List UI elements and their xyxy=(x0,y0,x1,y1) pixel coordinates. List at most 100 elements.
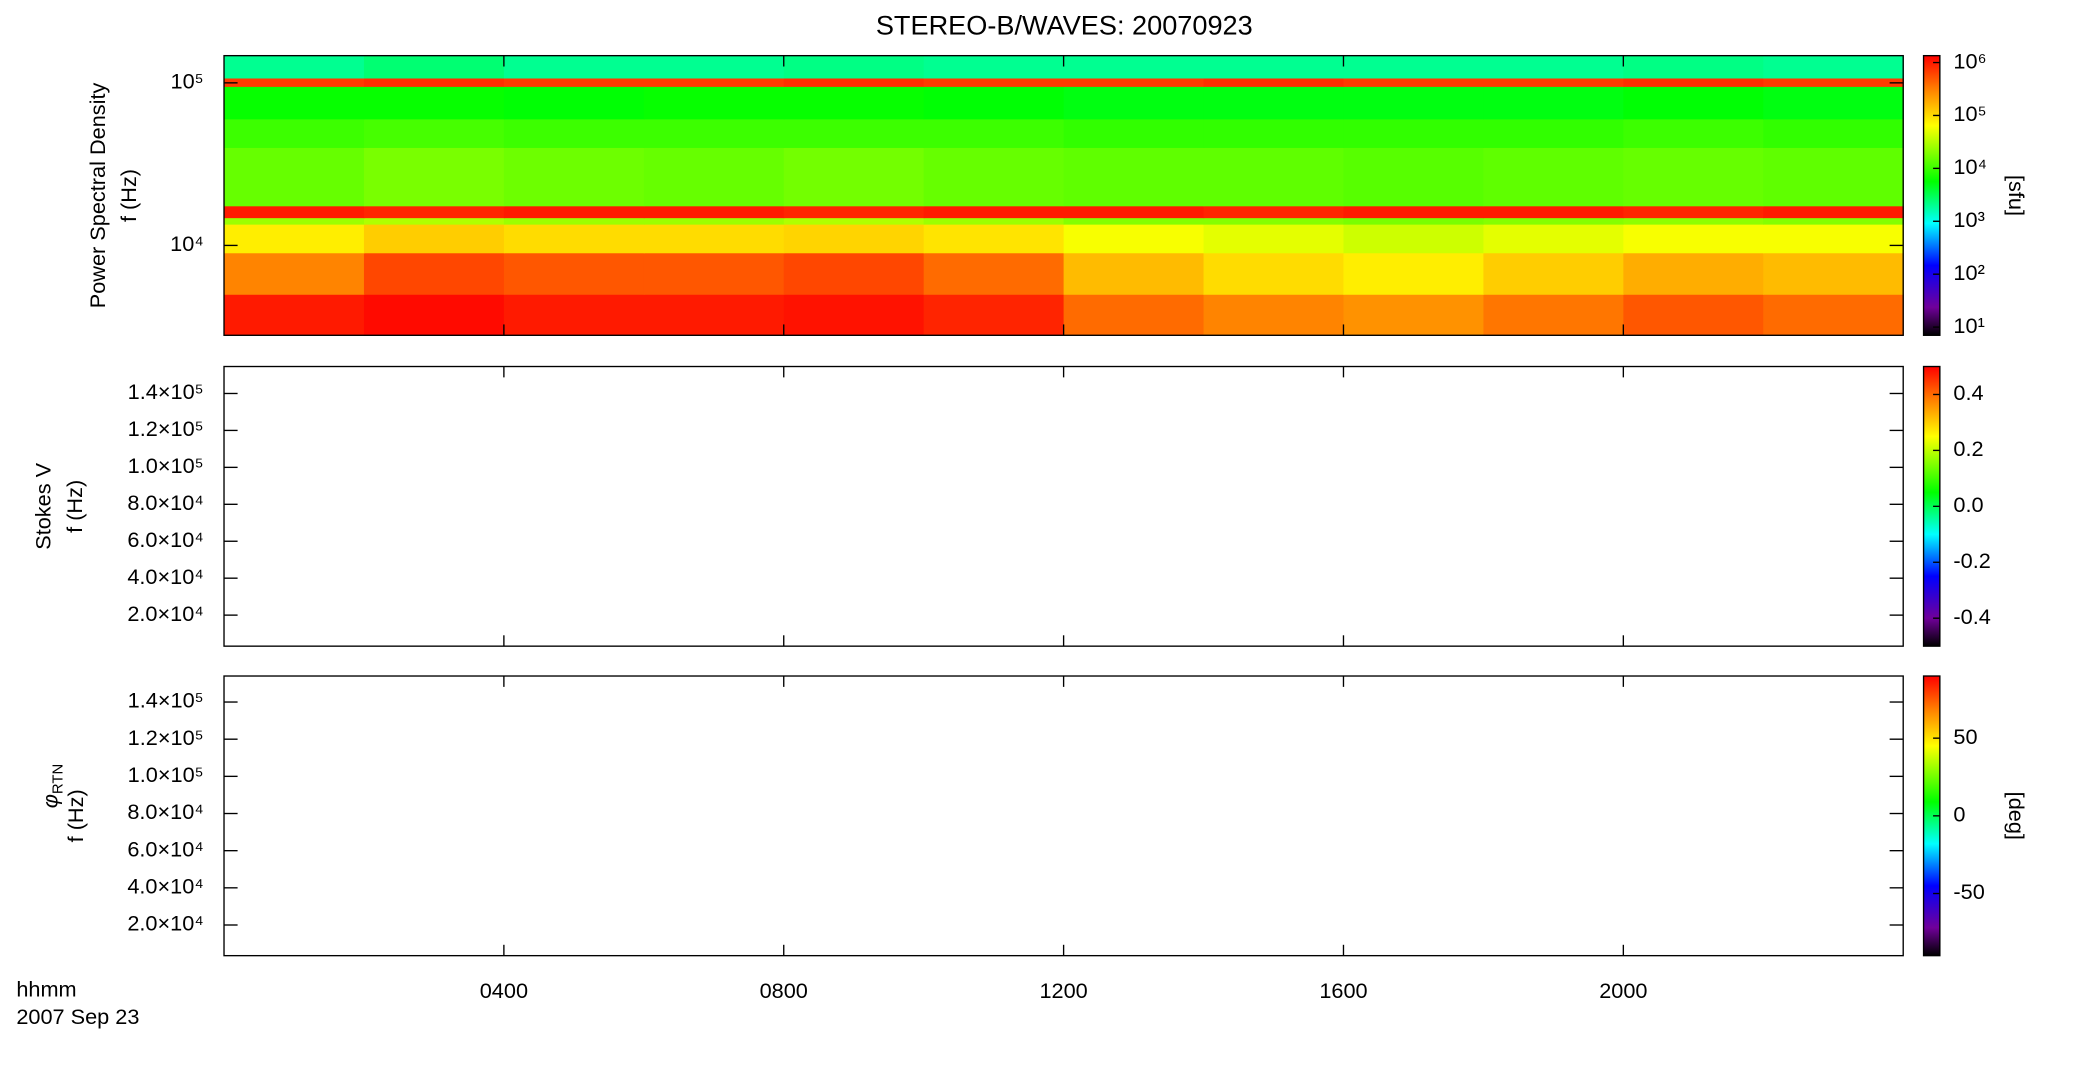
heatmap-cell xyxy=(1623,252,1764,295)
heatmap-cell xyxy=(1063,217,1205,225)
heatmap-cell xyxy=(503,205,645,219)
heatmap-cell xyxy=(1203,147,1345,207)
heatmap-cell xyxy=(503,294,645,336)
heatmap-cell xyxy=(783,147,925,207)
y-tick-label: 8.0×10⁴ xyxy=(127,490,203,515)
heatmap-cell xyxy=(1343,217,1485,225)
heatmap-cell xyxy=(363,118,505,148)
heatmap-cell xyxy=(643,205,785,219)
y-axis-label: Stokes V xyxy=(31,462,56,549)
x-tick-label: 2000 xyxy=(1599,978,1647,1003)
heatmap-cell xyxy=(1343,147,1485,207)
heatmap-cell xyxy=(1483,78,1625,87)
heatmap-cell xyxy=(923,294,1065,336)
heatmap-cell xyxy=(224,294,365,336)
y-axis-symbol: φ xyxy=(37,794,62,808)
heatmap-cell xyxy=(1623,55,1764,79)
heatmap-cell xyxy=(1343,224,1485,254)
heatmap-cell xyxy=(1483,224,1625,254)
heatmap-cell xyxy=(1063,205,1205,219)
heatmap-cell xyxy=(923,86,1065,120)
colorbar-tick-label: 0.2 xyxy=(1953,436,1983,461)
heatmap-cell xyxy=(1763,147,1904,207)
heatmap-cell xyxy=(224,147,365,207)
heatmap-cell xyxy=(1623,118,1764,148)
y-axis-label: Power Spectral Density xyxy=(85,83,110,309)
colorbar-tick-label: -0.4 xyxy=(1953,604,1990,629)
heatmap-cell xyxy=(1203,55,1345,79)
colorbar-tick-label: 10² xyxy=(1953,260,1984,285)
heatmap-cell xyxy=(1203,118,1345,148)
heatmap-cell xyxy=(1483,294,1625,336)
colorbar-tick-label: -0.2 xyxy=(1953,548,1990,573)
heatmap-cell xyxy=(224,252,365,295)
heatmap-cell xyxy=(1343,205,1485,219)
heatmap-cell xyxy=(363,147,505,207)
heatmap-cell xyxy=(1203,252,1345,295)
heatmap-cell xyxy=(1063,147,1205,207)
heatmap-cell xyxy=(923,217,1065,225)
y-tick-label: 1.0×10⁵ xyxy=(128,453,204,478)
heatmap-cell xyxy=(1623,86,1764,120)
heatmap-cell xyxy=(1483,118,1625,148)
heatmap-cell xyxy=(1203,86,1345,120)
colorbar-tick-label: 10³ xyxy=(1953,207,1984,232)
heatmap-cell xyxy=(923,55,1065,79)
heatmap-cell xyxy=(1343,294,1485,336)
heatmap-cell xyxy=(1063,118,1205,148)
y-tick-label: 1.0×10⁵ xyxy=(128,762,204,787)
heatmap-cell xyxy=(783,55,925,79)
heatmap-cell xyxy=(643,294,785,336)
heatmap-cell xyxy=(503,86,645,120)
y-tick-label: 1.2×10⁵ xyxy=(128,725,204,750)
heatmap-cell xyxy=(503,118,645,148)
y-tick-label: 1.4×10⁵ xyxy=(128,688,204,713)
heatmap-cell xyxy=(783,205,925,219)
plot-frame xyxy=(223,365,1904,647)
heatmap-cell xyxy=(1623,294,1764,336)
heatmap-cell xyxy=(923,118,1065,148)
y-tick-label: 6.0×10⁴ xyxy=(127,836,203,861)
heatmap-cell xyxy=(1063,294,1205,336)
colorbar-label: [sfu] xyxy=(2004,175,2029,216)
heatmap-cell xyxy=(363,252,505,295)
chart-title: STEREO-B/WAVES: 20070923 xyxy=(876,9,1253,40)
heatmap-cell xyxy=(1623,78,1764,87)
heatmap-cell xyxy=(643,55,785,79)
heatmap-cell xyxy=(1623,205,1764,219)
heatmap-cell xyxy=(1343,252,1485,295)
heatmap-cell xyxy=(1763,55,1904,79)
heatmap-cell xyxy=(363,205,505,219)
plot-frame xyxy=(223,675,1904,957)
y-tick-label: 8.0×10⁴ xyxy=(127,799,203,824)
heatmap-cell xyxy=(1203,205,1345,219)
x-tick-label: 0800 xyxy=(760,978,808,1003)
y-axis-subscript: RTN xyxy=(49,764,66,794)
y-tick-label: 10⁵ xyxy=(171,69,204,94)
colorbar-tick-label: 10⁵ xyxy=(1953,101,1986,126)
heatmap-cell xyxy=(363,86,505,120)
heatmap-cell xyxy=(1763,252,1904,295)
heatmap-cell xyxy=(503,217,645,225)
y-tick-label: 10⁴ xyxy=(170,231,203,256)
heatmap-cell xyxy=(1483,86,1625,120)
heatmap-cell xyxy=(1763,217,1904,225)
heatmap-cell xyxy=(363,224,505,254)
heatmap-cell xyxy=(1343,55,1485,79)
heatmap-cell xyxy=(1763,118,1904,148)
heatmap-cell xyxy=(643,217,785,225)
heatmap-cell xyxy=(1063,252,1205,295)
heatmap-cell xyxy=(1203,294,1345,336)
heatmap-cell xyxy=(923,224,1065,254)
heatmap-cell xyxy=(503,224,645,254)
y-axis-label: φRTN xyxy=(37,764,66,809)
heatmap-cell xyxy=(783,224,925,254)
x-tick-label: 0400 xyxy=(480,978,528,1003)
x-tick-label: 1200 xyxy=(1039,978,1087,1003)
heatmap-cell xyxy=(1203,224,1345,254)
heatmap-cell xyxy=(1483,217,1625,225)
heatmap-cell xyxy=(1763,205,1904,219)
heatmap-cell xyxy=(1063,55,1205,79)
